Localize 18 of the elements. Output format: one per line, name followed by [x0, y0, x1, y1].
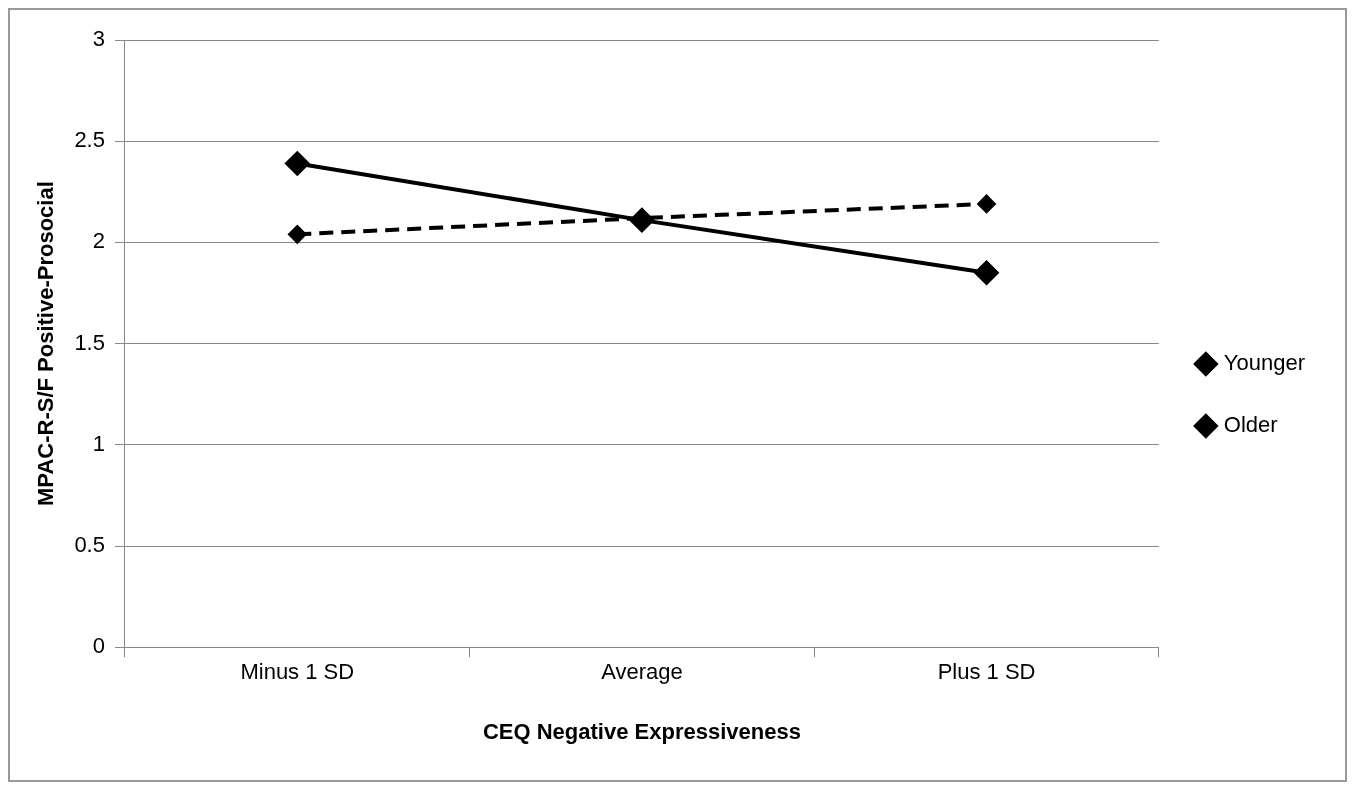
point [285, 151, 310, 176]
y-tick-label: 1.5 [74, 329, 105, 355]
y-axis-title: MPAC-R-S/F Positive-Prosocial [33, 181, 59, 506]
legend-label: Younger [1223, 350, 1306, 376]
point [977, 194, 996, 213]
x-tick-label: Plus 1 SD [937, 659, 1036, 685]
y-tick-label: 0.5 [74, 532, 105, 558]
y-tick-label: 3 [92, 26, 105, 52]
y-tick-label: 1 [92, 430, 105, 456]
y-tick-label: 0 [92, 633, 105, 659]
y-tick-label: 2.5 [74, 127, 105, 153]
legend-label: Older [1223, 412, 1278, 438]
x-tick-label: Average [601, 659, 683, 685]
point [288, 225, 307, 244]
point [974, 260, 999, 285]
x-axis-title: CEQ Negative Expressiveness [482, 718, 801, 744]
y-tick-label: 2 [92, 228, 105, 254]
x-tick-label: Minus 1 SD [240, 659, 355, 685]
